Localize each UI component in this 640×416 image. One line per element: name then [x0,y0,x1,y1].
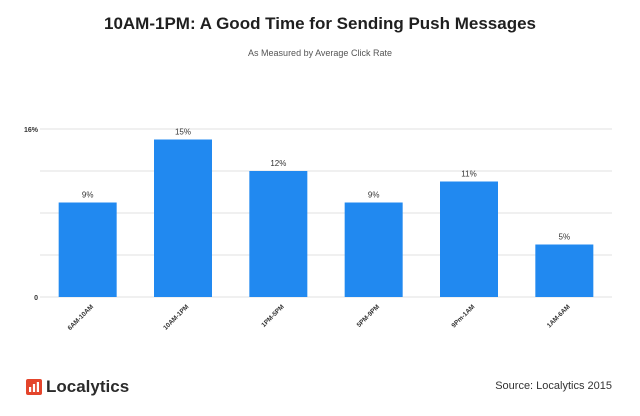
data-label: 5% [559,233,571,242]
chart-subtitle: As Measured by Average Click Rate [248,48,392,58]
brand-name: Localytics [46,377,130,396]
y-tick-label: 16% [24,127,39,134]
x-tick-label: 10AM-1PM [162,303,190,331]
bar [440,181,498,297]
data-label: 9% [82,191,94,200]
bar [154,139,212,297]
x-tick-label: 1PM-5PM [260,303,285,328]
bar [535,244,594,297]
x-tick-label: 6AM-10AM [67,303,95,331]
x-tick-label: 1AM-6AM [546,303,572,329]
bar [58,202,117,297]
data-label: 15% [175,128,191,137]
data-label: 9% [368,191,380,200]
bar [344,202,403,297]
data-label: 11% [461,170,476,179]
source-note: Source: Localytics 2015 [495,380,612,392]
localytics-logo-icon [26,379,42,395]
bar [249,171,308,297]
data-label: 12% [270,159,286,168]
x-tick-label: 5PM-9PM [356,303,381,328]
x-tick-label: 9Pm-1AM [451,303,477,329]
chart-title: 10AM-1PM: A Good Time for Sending Push M… [104,14,536,33]
localytics-logo: Localytics [26,376,129,398]
y-tick-label: 0 [34,295,38,302]
